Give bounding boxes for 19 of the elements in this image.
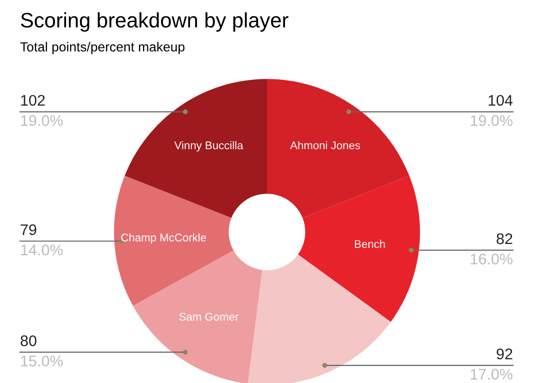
data-label: 82 16.0% (470, 233, 512, 264)
data-label: 80 15.0% (20, 335, 63, 366)
donut-slice (267, 79, 410, 218)
donut-slice (298, 176, 420, 322)
chart-subtitle: Total points/percent makeup (20, 42, 184, 54)
data-label: 104 19.0% (470, 94, 513, 126)
donut-slice (248, 254, 391, 383)
slice-label: Ahmoni Jones (290, 141, 360, 150)
slice-label: Champ McCorkle (121, 233, 206, 244)
data-label: 102 19.0% (21, 94, 63, 126)
chart-title: Scoring breakdown by player (20, 12, 288, 32)
slice-label: Vinny Buccilla (174, 141, 244, 152)
data-label: 79 14.0% (20, 224, 63, 256)
slice-label: Bench (354, 240, 385, 248)
data-label: 92 17.0% (470, 348, 512, 380)
donut-slice (124, 79, 267, 218)
donut-slice (132, 250, 262, 383)
donut-slice (114, 176, 234, 306)
slice-label: Sam Gomer (179, 312, 239, 321)
